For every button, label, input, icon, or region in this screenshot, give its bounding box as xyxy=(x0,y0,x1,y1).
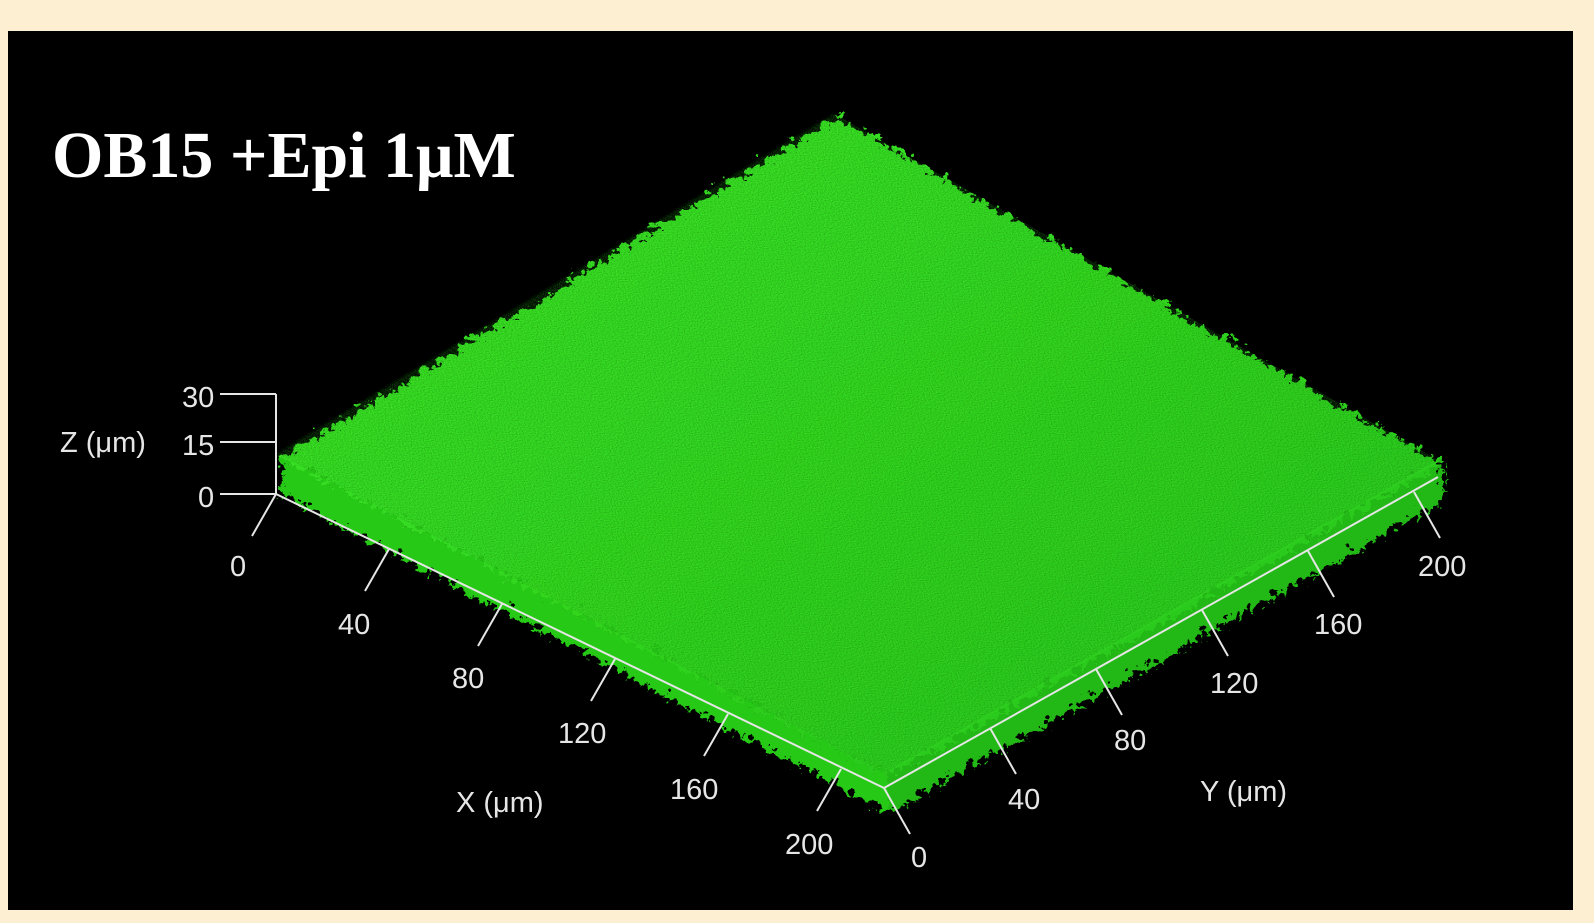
y-tick-40: 40 xyxy=(1008,784,1040,816)
x-tick-0: 0 xyxy=(230,551,246,583)
z-tick-30: 30 xyxy=(182,382,214,414)
x-tick-40: 40 xyxy=(338,609,370,641)
confocal-3d-render: OB15 +Epi 1μM 30 15 0 Z (μm) 0 40 80 120… xyxy=(52,113,1466,874)
y-axis: 0 40 80 120 160 200 Y (μm) xyxy=(883,476,1466,874)
x-tick-160: 160 xyxy=(670,774,718,806)
y-tick-80: 80 xyxy=(1114,725,1146,757)
y-tick-200: 200 xyxy=(1418,551,1466,583)
x-tick-80: 80 xyxy=(452,663,484,695)
y-tick-120: 120 xyxy=(1210,668,1258,700)
z-axis-label: Z (μm) xyxy=(60,427,146,459)
biofilm-surface xyxy=(276,113,1440,808)
image-title: OB15 +Epi 1μM xyxy=(52,119,516,192)
x-axis: 0 40 80 120 160 200 X (μm) xyxy=(230,493,885,861)
z-tick-15: 15 xyxy=(182,430,214,462)
z-tick-0: 0 xyxy=(198,482,214,514)
y-tick-0: 0 xyxy=(911,842,927,874)
y-axis-label: Y (μm) xyxy=(1200,776,1287,808)
image-panel: OB15 +Epi 1μM 30 15 0 Z (μm) 0 40 80 120… xyxy=(8,31,1573,910)
x-tick-120: 120 xyxy=(558,718,606,750)
x-axis-label: X (μm) xyxy=(456,787,544,819)
x-tick-200: 200 xyxy=(785,829,833,861)
y-tick-160: 160 xyxy=(1314,609,1362,641)
z-axis: 30 15 0 Z (μm) xyxy=(60,382,277,514)
